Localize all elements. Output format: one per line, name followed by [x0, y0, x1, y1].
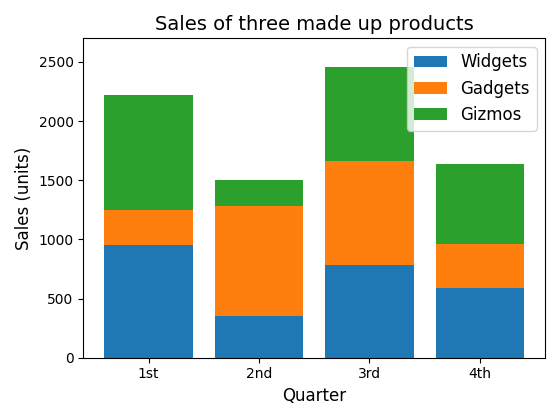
Bar — [104, 210, 193, 245]
Title: Sales of three made up products: Sales of three made up products — [155, 15, 474, 34]
Bar — [215, 180, 303, 206]
Bar — [215, 206, 303, 316]
Bar — [436, 244, 524, 288]
Bar — [436, 164, 524, 244]
Bar — [436, 288, 524, 358]
Bar — [325, 265, 414, 358]
Bar — [104, 95, 193, 210]
X-axis label: Quarter: Quarter — [282, 387, 346, 405]
Bar — [215, 316, 303, 358]
Bar — [325, 161, 414, 265]
Y-axis label: Sales (units): Sales (units) — [15, 147, 33, 249]
Bar — [104, 245, 193, 358]
Bar — [325, 67, 414, 161]
Legend: Widgets, Gadgets, Gizmos: Widgets, Gadgets, Gizmos — [407, 47, 536, 131]
